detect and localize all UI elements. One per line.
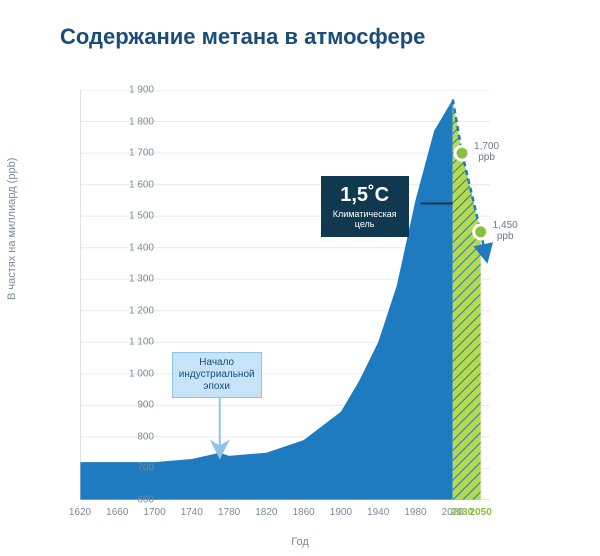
y-axis-label: В частях на миллиард (ppb) (6, 158, 18, 300)
ytick-label: 700 (114, 463, 154, 474)
ytick-label: 1 500 (114, 211, 154, 222)
xtick-label: 2050 (470, 507, 492, 518)
preindustrial-line1: Начало (199, 357, 234, 368)
ytick-label: 1 200 (114, 305, 154, 316)
x-axis-label: Год (291, 536, 309, 548)
xtick-label: 1700 (143, 507, 165, 518)
xtick-label: 1940 (367, 507, 389, 518)
xtick-label: 1860 (293, 507, 315, 518)
xtick-label: 1660 (106, 507, 128, 518)
future-point-label-2030: 1,700 ppb (474, 141, 499, 163)
xtick-label: 1980 (404, 507, 426, 518)
xtick-label: 1820 (255, 507, 277, 518)
xtick-label: 1620 (69, 507, 91, 518)
ytick-label: 900 (114, 400, 154, 411)
callout-degrees: 1,5˚С (333, 184, 397, 207)
xtick-label: 1740 (181, 507, 203, 518)
climate-goal-callout: 1,5˚С Климатическаяцель (321, 176, 409, 237)
ytick-label: 800 (114, 431, 154, 442)
ytick-label: 1 700 (114, 148, 154, 159)
preindustrial-line3: эпохи (203, 381, 230, 392)
ytick-label: 1 100 (114, 337, 154, 348)
ytick-label: 1 400 (114, 242, 154, 253)
preindustrial-line2: индустриальной (179, 369, 255, 380)
ytick-label: 1 300 (114, 274, 154, 285)
xtick-label: 1780 (218, 507, 240, 518)
ytick-label: 1 800 (114, 116, 154, 127)
future-point-label-2050: 1,450 ppb (493, 220, 518, 242)
ytick-label: 600 (114, 495, 154, 506)
preindustrial-annotation: Начало индустриальной эпохи (172, 352, 262, 398)
ytick-label: 1 600 (114, 179, 154, 190)
chart-title: Содержание метана в атмосфере (60, 24, 425, 50)
callout-sub: Климатическаяцель (333, 209, 397, 229)
xtick-label: 1900 (330, 507, 352, 518)
ytick-label: 1 000 (114, 368, 154, 379)
chart-plot: 6007008009001 0001 1001 2001 3001 4001 5… (80, 90, 570, 500)
ytick-label: 1 900 (114, 85, 154, 96)
